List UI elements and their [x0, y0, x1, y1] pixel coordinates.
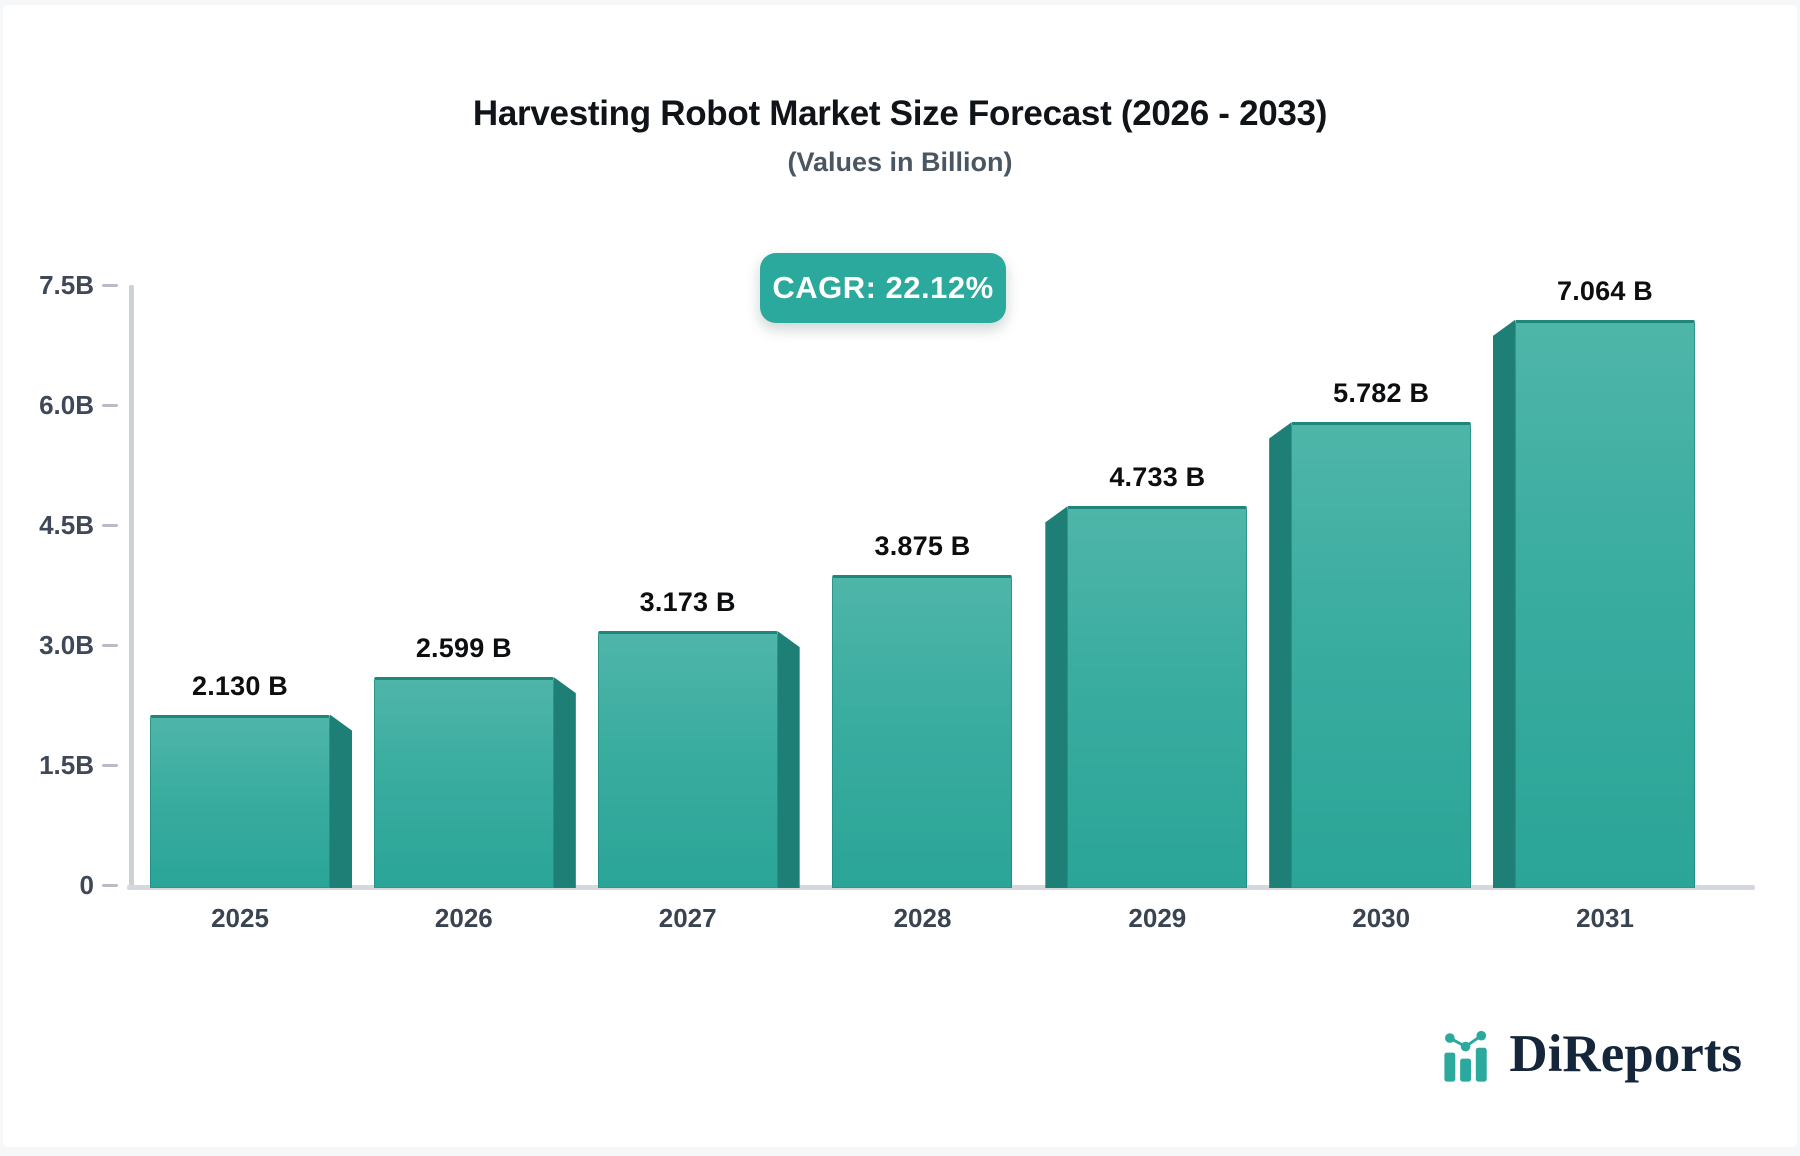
bar-value-label: 7.064 B — [1557, 275, 1653, 306]
x-category-label: 2028 — [893, 903, 952, 933]
chart-title: Harvesting Robot Market Size Forecast (2… — [472, 94, 1328, 133]
bar-3d-side — [777, 631, 800, 888]
bar-2031 — [1514, 319, 1695, 888]
y-tick-mark — [102, 404, 118, 407]
x-category-label: 2026 — [434, 903, 493, 933]
y-axis-line — [129, 285, 134, 888]
bar-2030 — [1291, 422, 1472, 888]
y-tick-mark — [102, 884, 118, 887]
y-tick-mark — [102, 764, 118, 767]
bar-3d-side — [1045, 506, 1068, 888]
bar-2028 — [832, 575, 1013, 888]
y-tick-mark — [102, 524, 118, 527]
y-tick-label: 7.5B — [39, 270, 94, 300]
bar-2029 — [1067, 506, 1248, 888]
bar-3d-side — [1269, 422, 1292, 888]
cagr-badge: CAGR: 22.12% — [760, 253, 1006, 323]
bar-3d-side — [553, 677, 576, 888]
bar-value-label: 3.875 B — [874, 531, 971, 561]
bar-value-label: 2.130 B — [192, 670, 288, 701]
bar-value-label: 2.599 B — [415, 633, 512, 664]
brand-logo-text: DiReports — [1509, 1025, 1742, 1083]
bar-2027 — [597, 631, 778, 888]
brand-logo: DiReports — [1442, 1026, 1742, 1082]
y-tick-label: 0 — [79, 870, 94, 900]
y-tick-mark — [102, 644, 118, 647]
x-category-label: 2031 — [1576, 903, 1634, 933]
y-tick-label: 4.5B — [39, 510, 94, 540]
bar-value-label: 3.173 B — [639, 587, 736, 618]
y-tick-label: 1.5B — [39, 750, 94, 780]
x-category-label: 2029 — [1128, 903, 1187, 933]
cagr-badge-label: CAGR: 22.12% — [772, 270, 994, 305]
bar-value-label: 4.733 B — [1109, 462, 1206, 493]
x-category-label: 2025 — [211, 903, 269, 933]
y-tick-mark — [102, 284, 118, 287]
chart-subtitle: (Values in Billion) — [787, 147, 1013, 177]
x-category-label: 2030 — [1352, 903, 1411, 933]
bar-2026 — [373, 677, 554, 888]
y-tick-label: 6.0B — [39, 390, 94, 420]
bar-3d-side — [1492, 319, 1515, 888]
bar-3d-side — [330, 714, 352, 888]
y-tick-label: 3.0B — [39, 630, 94, 660]
mini-bar-chart-icon — [1444, 1030, 1488, 1082]
bar-value-label: 5.782 B — [1333, 378, 1430, 409]
bar-2025 — [150, 714, 330, 888]
x-category-label: 2027 — [658, 903, 717, 933]
